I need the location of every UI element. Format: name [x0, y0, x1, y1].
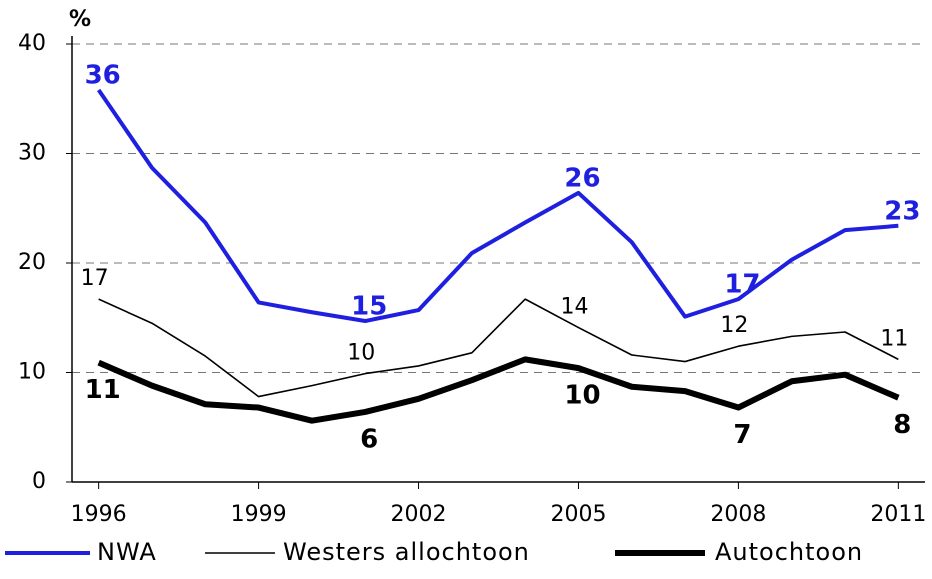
data-label: 8	[893, 410, 911, 440]
y-tick-label: 10	[18, 360, 46, 385]
line-series	[98, 298, 899, 398]
y-tick-label: 40	[18, 31, 46, 56]
data-label: 15	[351, 292, 387, 322]
data-label: 11	[880, 326, 908, 351]
y-tick-label: 0	[32, 469, 46, 494]
y-tick-label: 30	[18, 141, 46, 166]
legend-label: NWA	[97, 538, 157, 566]
x-tick-label: 2005	[550, 502, 606, 527]
y-axis-label: %	[69, 7, 91, 32]
legend-label: Autochtoon	[715, 538, 863, 566]
data-label: 10	[564, 381, 600, 411]
y-tick-label: 20	[18, 250, 46, 275]
data-label: 10	[347, 341, 375, 366]
data-label: 17	[724, 270, 760, 300]
data-label: 36	[85, 60, 121, 90]
data-label: 12	[720, 313, 748, 338]
line-series	[97, 356, 900, 424]
data-label: 6	[360, 424, 378, 454]
data-label: 17	[81, 266, 109, 291]
line-series	[97, 88, 899, 324]
x-tick-label: 1996	[71, 502, 127, 527]
data-label: 11	[85, 375, 121, 405]
x-tick-label: 2008	[710, 502, 766, 527]
data-label: 7	[733, 420, 751, 450]
data-label: 26	[564, 163, 600, 193]
legend-label: Westers allochtoon	[283, 538, 530, 566]
x-tick-label: 2011	[870, 502, 926, 527]
x-tick-label: 2002	[391, 502, 447, 527]
data-label: 23	[884, 196, 920, 226]
x-tick-label: 1999	[231, 502, 287, 527]
data-label: 14	[560, 295, 588, 320]
